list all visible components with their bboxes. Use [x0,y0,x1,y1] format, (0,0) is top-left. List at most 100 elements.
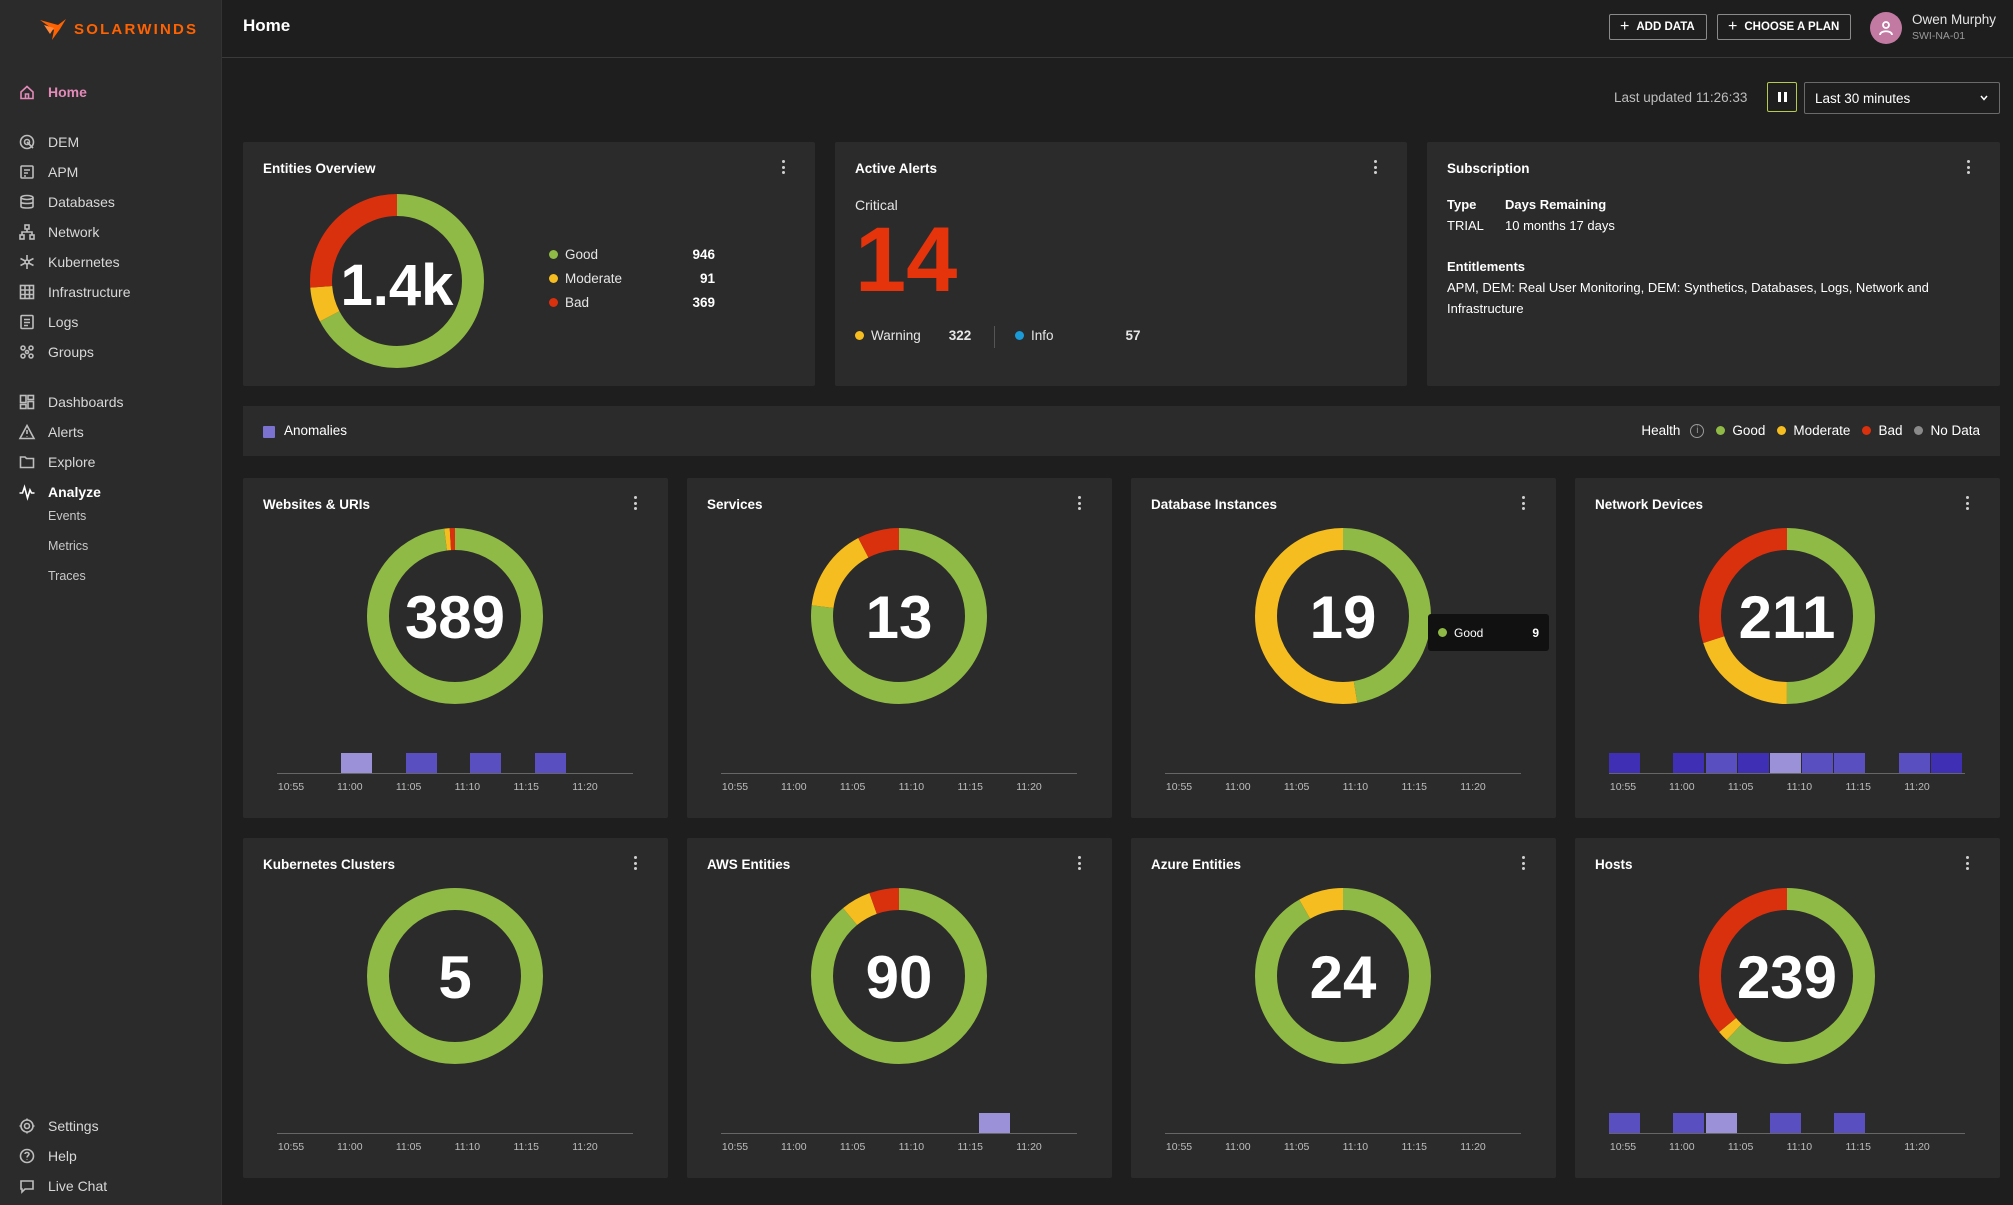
anomaly-bar[interactable] [1737,753,1769,773]
donut-segment-moderate[interactable] [1255,528,1431,704]
more-options-icon[interactable] [1070,492,1088,514]
sidebar-subitem-traces[interactable]: Traces [48,569,86,583]
services-card[interactable]: Services 13 10:55 11:00 11:05 11:10 11:15 11:20 [687,478,1112,818]
analyze-icon [18,483,36,501]
legend-item-moderate[interactable]: Moderate [549,271,622,286]
sidebar-item-label: APM [48,164,79,180]
sidebar-subitem-events[interactable]: Events [48,509,87,523]
legend-item-good[interactable]: Good [549,247,598,262]
sidebar-item-databases[interactable]: Databases [18,188,115,216]
anomaly-bar[interactable] [1705,1113,1737,1133]
solarwinds-logo[interactable]: SOLARWINDS [38,14,198,44]
add-data-button[interactable]: + ADD DATA [1609,14,1707,40]
time-axis-label: 11:05 [395,781,422,793]
anomaly-bar[interactable] [1705,753,1737,773]
critical-count[interactable]: 14 [855,209,958,311]
user-avatar[interactable] [1870,12,1902,44]
network-devices-card[interactable]: Network Devices 211 10:55 11:00 11:05 11:10 11… [1575,478,2000,818]
aws-entities-card[interactable]: AWS Entities 90 10:55 11:00 11:05 11:10 11:15 1… [687,838,1112,1178]
sidebar-item-label: Home [48,84,87,100]
sidebar-item-analyze[interactable]: Analyze [18,478,101,506]
anomaly-bar[interactable] [1673,753,1705,773]
websites-uris-card[interactable]: Websites & URIs 389 10:55 11:00 11:05 11:10 11… [243,478,668,818]
kubernetes-clusters-card[interactable]: Kubernetes Clusters 5 10:55 11:00 11:05 11:10… [243,838,668,1178]
donut-segment-bad[interactable] [811,528,987,704]
sidebar-item-live-chat[interactable]: Live Chat [18,1172,107,1200]
sidebar-item-network[interactable]: Network [18,218,99,246]
anomaly-bar[interactable] [1770,753,1801,773]
more-options-icon[interactable] [1958,492,1976,514]
donut-segment-bad[interactable] [310,194,484,368]
time-axis-label: 10:55 [1609,1141,1637,1153]
anomaly-bar[interactable] [978,1113,1010,1133]
anomaly-bar[interactable] [534,753,566,773]
more-options-icon[interactable] [1514,852,1532,874]
more-options-icon[interactable] [626,492,644,514]
anomaly-bar[interactable] [1673,1113,1705,1133]
entity-count: 211 [1738,584,1836,651]
anomaly-bar[interactable] [1609,1113,1640,1133]
anomaly-bar[interactable] [1834,1113,1866,1133]
donut-segment-good[interactable] [367,888,543,1064]
legend-item-bad[interactable]: Bad [549,295,589,310]
more-options-icon[interactable] [626,852,644,874]
nodata-dot-icon [1914,426,1924,435]
sidebar-item-home[interactable]: Home [18,78,87,106]
sidebar-subitem-metrics[interactable]: Metrics [48,539,89,553]
info-icon[interactable]: i [1690,423,1705,438]
warning-dot-icon [855,331,864,340]
more-options-icon[interactable] [1366,156,1384,178]
more-options-icon[interactable] [1070,852,1088,874]
hosts-card[interactable]: Hosts 239 10:55 11:00 11:05 11:10 11:15 11:20 [1575,838,2000,1178]
dashboards-icon [18,393,36,411]
anomaly-bar[interactable] [1609,753,1640,773]
sidebar-item-explore[interactable]: Explore [18,448,95,476]
donut-segment-bad[interactable] [1699,888,1875,1064]
sidebar-item-help[interactable]: Help [18,1142,77,1170]
donut-segment-bad[interactable] [811,888,987,1064]
health-legend: Health i Good Moderate Bad No Data [1641,423,1980,438]
more-options-icon[interactable] [774,156,792,178]
sidebar-item-apm[interactable]: APM [18,158,78,186]
entitlements-label: Entitlements [1447,259,1526,274]
more-options-icon[interactable] [1514,492,1532,514]
anomaly-bar[interactable] [405,753,437,773]
anomaly-bar[interactable] [1898,753,1930,773]
donut-segment-bad[interactable] [1699,528,1875,704]
user-name[interactable]: Owen Murphy [1912,12,1997,27]
more-options-icon[interactable] [1959,156,1977,178]
sidebar-item-kubernetes[interactable]: Kubernetes [18,248,120,276]
anomaly-axis-line [1165,773,1521,774]
dem-icon [18,133,36,151]
sidebar-item-logs[interactable]: Logs [18,308,78,336]
sidebar-item-alerts[interactable]: Alerts [18,418,84,446]
sidebar-item-settings[interactable]: Settings [18,1112,99,1140]
anomaly-bar[interactable] [470,753,502,773]
sidebar-item-label: Infrastructure [48,284,131,300]
sidebar-item-groups[interactable]: Groups [18,338,94,366]
anomaly-bar[interactable] [341,753,373,773]
anomaly-bar[interactable] [1770,1113,1801,1133]
info-alerts[interactable]: Info 57 [1015,328,1141,343]
sidebar-item-label: Analyze [48,484,101,500]
donut-segment-moderate[interactable] [1255,888,1431,1064]
card-title: Database Instances [1151,497,1278,512]
legend-label: Good [565,247,599,262]
sidebar-item-dashboards[interactable]: Dashboards [18,388,124,416]
azure-entities-card[interactable]: Azure Entities 24 10:55 11:00 11:05 11:10 11:1… [1131,838,1556,1178]
anomaly-bar[interactable] [1802,753,1834,773]
time-range-select[interactable]: Last 30 minutes [1804,82,2000,114]
days-remaining-label: Days Remaining [1505,197,1607,212]
warning-alerts[interactable]: Warning 322 [855,328,971,343]
choose-plan-button[interactable]: + CHOOSE A PLAN [1717,14,1851,40]
time-axis-label: 11:00 [337,1141,363,1153]
anomaly-bar[interactable] [1834,753,1866,773]
top-header: Home [222,0,2013,58]
sidebar-item-infrastructure[interactable]: Infrastructure [18,278,130,306]
donut-segment-bad[interactable] [367,528,543,704]
anomaly-bar[interactable] [1931,753,1962,773]
sidebar-item-dem[interactable]: DEM [18,128,79,156]
more-options-icon[interactable] [1958,852,1976,874]
pause-button[interactable] [1767,82,1797,112]
sidebar-item-label: Groups [48,344,94,360]
